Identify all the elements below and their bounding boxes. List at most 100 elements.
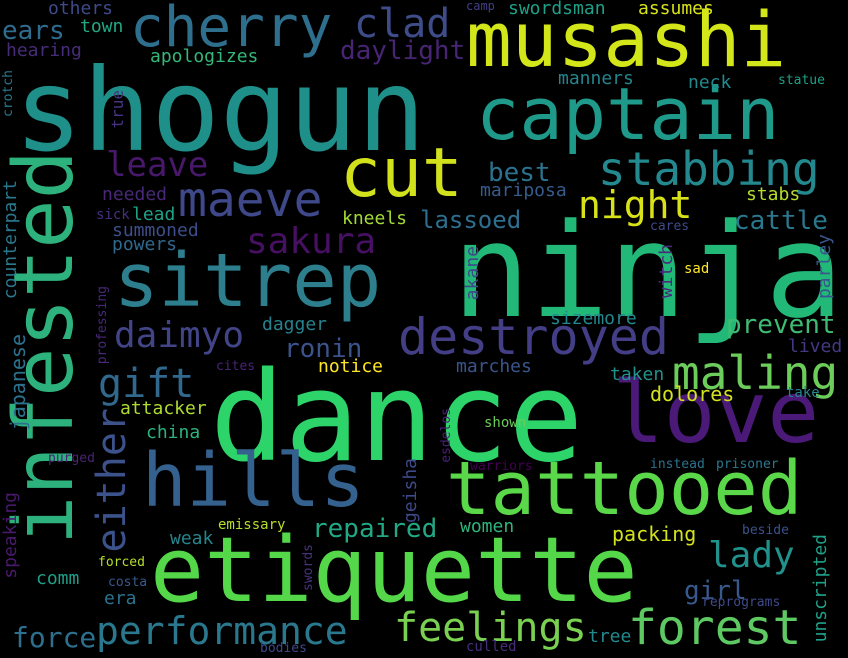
word-leave: leave [106, 145, 209, 185]
word-town: town [80, 16, 124, 37]
word-akane: akane [462, 246, 483, 301]
word-tattooed: tattooed [446, 446, 803, 532]
word-love: love [612, 363, 820, 463]
word-performance: performance [96, 609, 348, 653]
word-captain: captain [476, 72, 780, 156]
word-reprograms: reprograms [702, 595, 781, 610]
word-kneels: kneels [342, 208, 408, 229]
word-cites: cites [216, 359, 256, 374]
word-speaking: speaking [0, 492, 21, 579]
word-forest: forest [628, 600, 802, 656]
word-mariposa: mariposa [480, 180, 567, 201]
word-cut: cut [340, 134, 463, 213]
word-maeve: maeve [178, 172, 323, 228]
word-ninja: ninja [452, 195, 844, 347]
word-summoned: summoned [112, 220, 199, 241]
word-shogun: shogun [14, 44, 426, 177]
word-powers: powers [112, 234, 178, 255]
word-weak: weak [170, 528, 214, 549]
word-instead: instead [650, 457, 705, 472]
word-packing: packing [612, 522, 697, 546]
word-apologizes: apologizes [150, 46, 259, 67]
word-tree: tree [588, 626, 632, 647]
word-lassoed: lassoed [420, 206, 522, 234]
word-feelings: feelings [394, 605, 587, 651]
word-stabbing: stabbing [598, 142, 820, 196]
word-emissary: emissary [218, 517, 286, 533]
word-ronin: ronin [284, 334, 363, 364]
word-stabs: stabs [746, 184, 801, 205]
word-lead: lead [132, 204, 176, 225]
word-gift: gift [98, 361, 195, 407]
word-parley: parley [814, 234, 835, 300]
word-best: best [488, 158, 551, 188]
word-prevent: prevent [726, 310, 836, 340]
word-statue: statue [778, 73, 825, 88]
word-cherry: cherry [130, 0, 333, 60]
word-attacker: attacker [120, 398, 207, 419]
word-daylight: daylight [340, 36, 466, 66]
word-japanese: japanese [6, 334, 30, 431]
word-sick: sick [96, 207, 130, 223]
word-true: true [108, 90, 127, 129]
word-warriors: warriors [470, 459, 533, 474]
word-prisoner: prisoner [716, 457, 779, 472]
word-destroyed: destroyed [398, 308, 669, 366]
word-notice: notice [318, 356, 384, 377]
word-sad: sad [684, 261, 710, 277]
word-night: night [578, 183, 693, 227]
word-swordsman: swordsman [508, 0, 606, 19]
word-musashi: musashi [466, 0, 787, 84]
word-unscripted: unscripted [810, 534, 831, 643]
word-dance: dance [210, 346, 584, 490]
word-either: either [89, 408, 135, 553]
word-needed: needed [102, 184, 168, 205]
word-camp: camp [466, 0, 495, 13]
word-bodies: bodies [260, 641, 307, 656]
word-assumes: assumes [638, 0, 714, 19]
word-taken: taken [610, 364, 665, 385]
word-costa: costa [108, 575, 148, 590]
word-repaired: repaired [312, 514, 438, 544]
word-ears: ears [2, 16, 65, 46]
word-esdelos: esdelos [439, 408, 454, 463]
word-take: take [786, 385, 820, 401]
word-culled: culled [466, 639, 517, 655]
word-clad: clad [354, 1, 451, 47]
word-comm: comm [36, 568, 80, 589]
word-maling: maling [672, 346, 839, 400]
word-manners: manners [558, 68, 634, 89]
word-others: others [48, 0, 114, 19]
word-shown: shown [484, 415, 527, 431]
word-era: era [104, 588, 137, 609]
word-neck: neck [688, 72, 732, 93]
word-dagger: dagger [262, 314, 328, 335]
word-sakura: sakura [246, 221, 377, 262]
word-professing: professing [95, 286, 110, 365]
word-girl: girl [684, 576, 747, 606]
word-etiquette: etiquette [150, 518, 638, 623]
word-lived: lived [788, 336, 843, 357]
word-hills: hills [142, 438, 365, 524]
word-witch: witch [656, 244, 677, 299]
word-daimyo: daimyo [114, 315, 245, 356]
word-crotch: crotch [1, 70, 16, 117]
word-lady: lady [708, 535, 795, 576]
word-sizemore: sizemore [550, 308, 637, 329]
word-forced: forced [98, 555, 145, 570]
word-swords: swords [301, 544, 316, 591]
word-geisha: geisha [400, 458, 421, 524]
word-hearing: hearing [6, 40, 82, 61]
word-counterpart: counterpart [0, 180, 21, 300]
word-purged: purged [48, 451, 95, 466]
word-women: women [460, 516, 515, 537]
word-beside: beside [742, 523, 789, 538]
word-cattle: cattle [734, 206, 828, 236]
word-force: force [12, 621, 97, 654]
word-sitrep: sitrep [114, 238, 382, 324]
word-china: china [146, 422, 201, 443]
word-cares: cares [650, 219, 690, 234]
word-dolores: dolores [650, 382, 735, 406]
word-marches: marches [456, 356, 532, 377]
